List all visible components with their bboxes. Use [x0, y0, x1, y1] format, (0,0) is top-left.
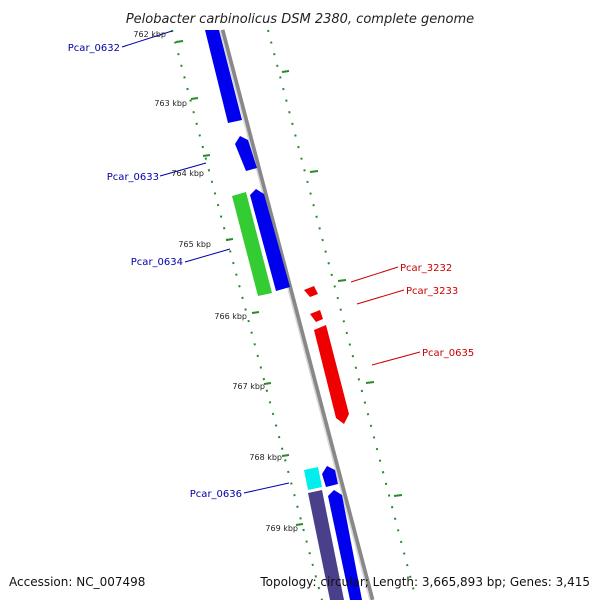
map-title: Pelobacter carbinolicus DSM 2380, comple… [126, 12, 474, 27]
genome-summary-text: Topology: circular; Length: 3,665,893 bp… [259, 575, 590, 589]
gene-feature-purple-lower[interactable] [308, 490, 344, 600]
gene-feature-pcar-0636[interactable] [304, 467, 322, 490]
gene-label-pcar-0632[interactable]: Pcar_0632 [68, 43, 120, 54]
map-graphic [121, 29, 421, 600]
tick-label: 768 kbp [249, 453, 282, 462]
gene-label-pcar-0634[interactable]: Pcar_0634 [131, 257, 183, 268]
accession-text: Accession: NC_007498 [9, 575, 145, 589]
tick-label: 764 kbp [171, 169, 204, 178]
label-leaders-blue [121, 30, 290, 494]
gene-feature-blue-lower[interactable] [328, 490, 362, 600]
gene-labels: Pcar_0632 Pcar_0633 Pcar_0634 Pcar_0636 Pcar… [68, 43, 474, 500]
tick-label: 763 kbp [154, 99, 187, 108]
gene-feature-pcar-0636-cds[interactable] [322, 466, 338, 487]
tick-label: 762 kbp [133, 30, 166, 39]
tick-label: 766 kbp [214, 312, 247, 321]
label-leaders-red [350, 266, 421, 366]
gene-feature-pcar-3233[interactable] [310, 310, 323, 322]
outer-tick-marks [281, 70, 403, 497]
genome-backbone-highlight [219, 29, 371, 600]
gene-feature-pcar-0634-cds[interactable] [250, 189, 290, 291]
inner-tick-marks [175, 40, 304, 526]
gene-feature-pcar-0634[interactable] [232, 192, 272, 296]
gene-label-pcar-3233[interactable]: Pcar_3233 [406, 286, 458, 297]
genome-backbone [219, 29, 375, 600]
gene-label-pcar-0636[interactable]: Pcar_0636 [190, 489, 242, 500]
gene-label-pcar-0635[interactable]: Pcar_0635 [422, 348, 474, 359]
gene-feature-pcar-0632[interactable] [205, 30, 242, 123]
tick-labels: 762 kbp 763 kbp 764 kbp 765 kbp 766 kbp 767 k… [133, 30, 298, 533]
gene-feature-pcar-3232[interactable] [304, 286, 318, 297]
gene-feature-pcar-0633[interactable] [235, 136, 257, 171]
tick-label: 769 kbp [265, 524, 298, 533]
gene-label-pcar-3232[interactable]: Pcar_3232 [400, 263, 452, 274]
gene-feature-pcar-0635[interactable] [314, 325, 349, 424]
outer-guide-track [267, 29, 416, 596]
gene-label-pcar-0633[interactable]: Pcar_0633 [107, 172, 159, 183]
tick-label: 767 kbp [232, 382, 265, 391]
tick-label: 765 kbp [178, 240, 211, 249]
